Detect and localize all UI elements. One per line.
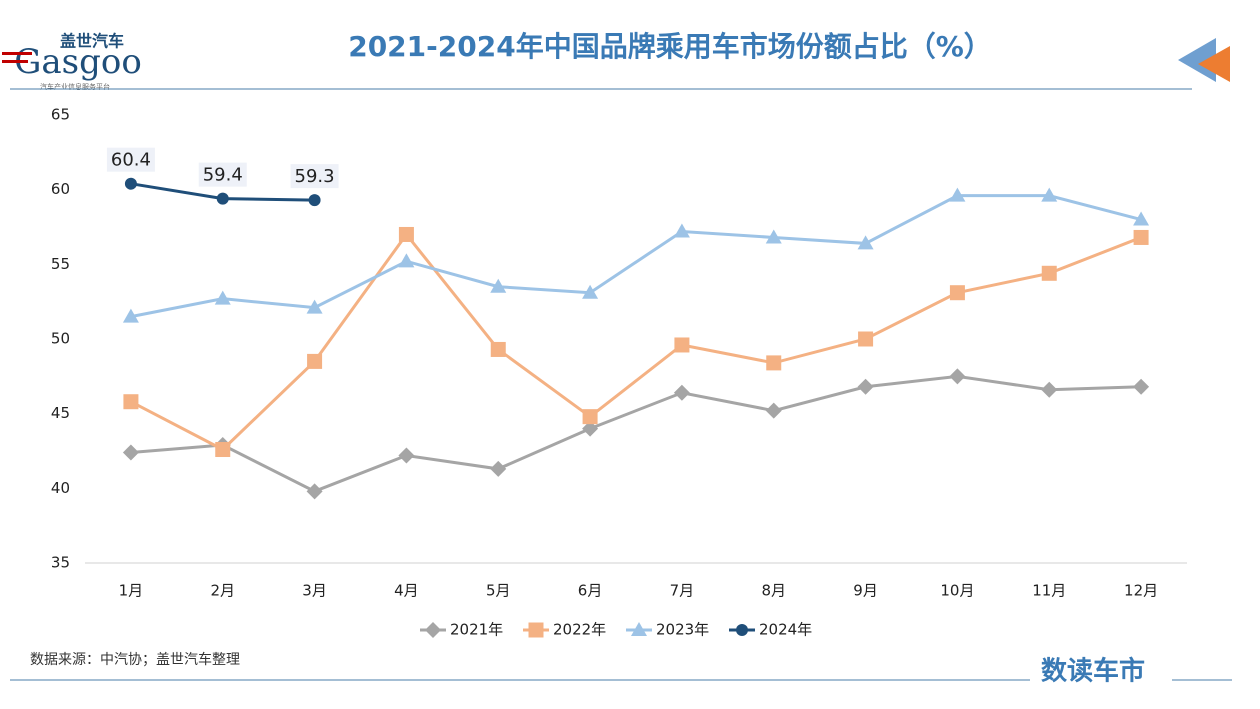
series-line: [130, 374, 1142, 493]
point: [582, 409, 598, 425]
series-line: [130, 231, 1142, 452]
x-tick-label: 6月: [578, 582, 603, 600]
y-tick-label: 60: [51, 180, 70, 198]
y-tick-label: 35: [51, 554, 70, 572]
legend-label: 2024年: [759, 621, 812, 639]
x-tick-label: 1月: [119, 582, 144, 600]
point: [1133, 211, 1150, 226]
legend-label: 2021年: [450, 621, 503, 639]
point: [490, 460, 507, 477]
point: [857, 235, 874, 250]
logo-tagline: 汽车产业信息服务平台: [40, 82, 110, 91]
data-label-bg: [106, 147, 155, 172]
point: [398, 253, 415, 268]
point: [582, 284, 599, 299]
data-label: 59.4: [203, 165, 243, 186]
point: [214, 290, 231, 305]
x-tick-label: 5月: [486, 582, 511, 600]
x-tick-label: 7月: [670, 582, 695, 600]
point: [308, 194, 321, 207]
point: [398, 447, 415, 464]
point: [215, 442, 231, 458]
x-tick-label: 10月: [940, 582, 974, 600]
point: [949, 368, 966, 385]
corner-icon: [1198, 46, 1230, 82]
legend-marker: [425, 622, 441, 638]
y-tick-label: 50: [51, 330, 70, 348]
point: [582, 420, 599, 437]
point: [858, 331, 874, 347]
point: [673, 223, 690, 238]
x-tick-label: 8月: [761, 582, 786, 600]
x-tick-label: 11月: [1032, 582, 1066, 600]
point: [949, 285, 965, 301]
point: [122, 444, 139, 461]
point: [490, 278, 507, 293]
legend-marker: [631, 622, 647, 636]
point: [216, 192, 229, 205]
point: [306, 483, 323, 500]
corner-icon: [1178, 38, 1216, 82]
point: [1133, 378, 1150, 395]
point: [674, 337, 690, 353]
point: [765, 229, 782, 244]
point: [1041, 381, 1058, 398]
y-tick-label: 40: [51, 479, 70, 497]
logo-en: Gasgoo: [14, 42, 142, 82]
data-label-bg: [198, 162, 247, 187]
source-note: 数据来源：中汽协；盖世汽车整理: [30, 651, 240, 668]
point: [123, 394, 139, 410]
data-label: 59.3: [295, 166, 335, 187]
x-tick-label: 12月: [1124, 582, 1158, 600]
data-label: 60.4: [111, 150, 151, 171]
y-tick-label: 45: [51, 404, 70, 422]
y-tick-label: 55: [51, 255, 70, 273]
logo-stripe: [2, 52, 32, 55]
point: [490, 341, 506, 357]
point: [765, 402, 782, 419]
y-tick-label: 65: [51, 106, 70, 124]
legend-label: 2023年: [656, 621, 709, 639]
point: [857, 378, 874, 395]
point: [766, 355, 782, 371]
point: [949, 187, 966, 202]
point: [306, 299, 323, 314]
point: [124, 177, 137, 190]
point: [1133, 229, 1149, 245]
footer-brand: 数读车市: [1041, 656, 1145, 687]
x-tick-label: 3月: [302, 582, 327, 600]
point: [307, 353, 323, 369]
legend-marker: [528, 622, 544, 638]
point: [398, 226, 414, 242]
logo-stripe: [2, 60, 28, 63]
legend-marker: [736, 624, 748, 636]
logo-cn: 盖世汽车: [60, 32, 124, 51]
x-tick-label: 2月: [210, 582, 235, 600]
series-line: [130, 194, 1142, 319]
x-tick-label: 9月: [853, 582, 878, 600]
chart-title: 2021-2024年中国品牌乘用车市场份额占比（%）: [348, 30, 992, 63]
point: [122, 308, 139, 323]
x-tick-label: 4月: [394, 582, 419, 600]
point: [1041, 187, 1058, 202]
point: [1041, 265, 1057, 281]
point: [673, 384, 690, 401]
legend-label: 2022年: [553, 621, 606, 639]
data-label-bg: [290, 164, 339, 189]
